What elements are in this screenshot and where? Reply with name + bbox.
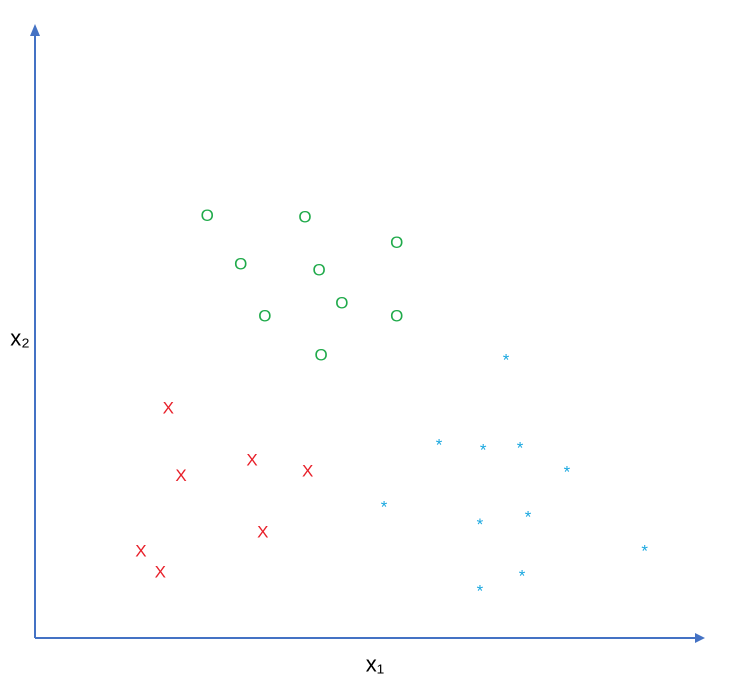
y-axis-arrow	[30, 24, 40, 36]
point: O	[390, 306, 403, 325]
point: *	[564, 462, 571, 481]
point: *	[519, 567, 526, 586]
point: *	[525, 507, 532, 526]
y-axis-label: x₂	[10, 326, 30, 351]
point: *	[480, 440, 487, 459]
point: O	[258, 306, 271, 325]
point: *	[641, 542, 648, 561]
point: *	[517, 439, 524, 458]
x-axis-label: x₁	[366, 652, 384, 677]
point: X	[135, 541, 146, 560]
point: O	[314, 345, 327, 364]
point: X	[257, 522, 268, 541]
point: *	[503, 351, 510, 370]
point: *	[436, 435, 443, 454]
point: O	[390, 233, 403, 252]
point: O	[312, 261, 325, 280]
point: O	[201, 206, 214, 225]
point: X	[246, 450, 257, 469]
point: *	[381, 498, 388, 517]
point: O	[335, 294, 348, 313]
point: *	[477, 515, 484, 534]
point: O	[298, 208, 311, 227]
point: X	[175, 466, 186, 485]
x-axis-arrow	[695, 633, 705, 643]
point: O	[234, 255, 247, 274]
point: X	[302, 461, 313, 480]
point: X	[155, 563, 166, 582]
point: X	[163, 399, 174, 418]
point: *	[477, 581, 484, 600]
